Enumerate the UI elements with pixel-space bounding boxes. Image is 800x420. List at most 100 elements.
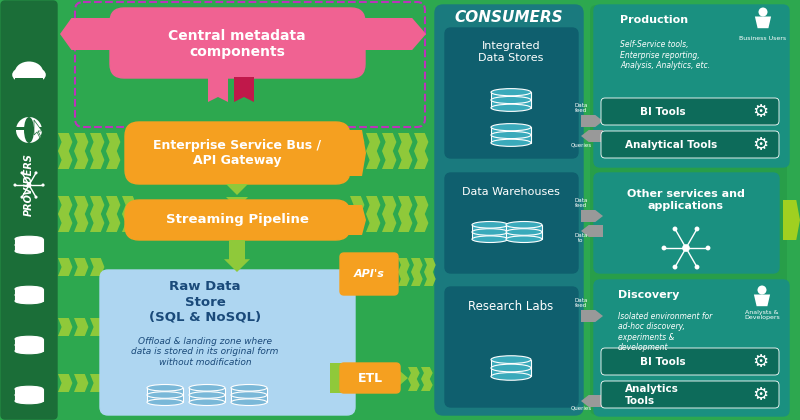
Text: Other services and
applications: Other services and applications (627, 189, 745, 211)
FancyBboxPatch shape (594, 5, 789, 167)
Text: BI Tools: BI Tools (640, 357, 686, 367)
Bar (16, 127, 42, 130)
FancyBboxPatch shape (125, 122, 350, 184)
Ellipse shape (16, 117, 42, 143)
Ellipse shape (15, 348, 43, 354)
Ellipse shape (491, 104, 531, 111)
Polygon shape (350, 133, 364, 151)
Polygon shape (581, 225, 603, 237)
Polygon shape (581, 395, 603, 407)
Ellipse shape (706, 246, 710, 250)
Polygon shape (90, 151, 104, 169)
Polygon shape (74, 374, 89, 392)
Ellipse shape (491, 373, 531, 380)
Polygon shape (411, 258, 422, 272)
Ellipse shape (673, 265, 678, 270)
Polygon shape (60, 18, 112, 50)
Ellipse shape (472, 236, 508, 242)
Ellipse shape (15, 298, 43, 304)
Text: Enterprise Service Bus /
API Gateway: Enterprise Service Bus / API Gateway (153, 139, 321, 167)
Polygon shape (398, 258, 410, 272)
Ellipse shape (26, 183, 31, 187)
Polygon shape (106, 133, 121, 151)
Polygon shape (58, 151, 73, 169)
FancyBboxPatch shape (601, 131, 779, 158)
FancyBboxPatch shape (445, 173, 578, 273)
Polygon shape (90, 318, 104, 336)
Text: Data
feed: Data feed (574, 298, 588, 308)
Polygon shape (350, 151, 364, 169)
Text: Discovery: Discovery (618, 290, 679, 300)
Bar (491, 360, 531, 376)
Ellipse shape (472, 229, 508, 235)
Text: ⚙: ⚙ (752, 136, 768, 154)
Polygon shape (224, 240, 250, 272)
Polygon shape (122, 214, 136, 232)
Text: Isolated environment for
ad-hoc discovery,
experiments &
development: Isolated environment for ad-hoc discover… (618, 312, 712, 352)
FancyBboxPatch shape (110, 8, 365, 78)
Ellipse shape (662, 246, 666, 250)
Text: Data
feed: Data feed (574, 197, 588, 208)
Polygon shape (398, 133, 413, 151)
Ellipse shape (15, 292, 43, 298)
Text: Business Users: Business Users (739, 36, 786, 40)
FancyBboxPatch shape (445, 28, 578, 158)
Text: Research Labs: Research Labs (468, 300, 554, 313)
Ellipse shape (491, 89, 531, 96)
Polygon shape (755, 16, 771, 28)
FancyBboxPatch shape (340, 363, 400, 393)
Polygon shape (421, 379, 433, 391)
Text: ⚙: ⚙ (752, 103, 768, 121)
Text: PROVIDERS: PROVIDERS (24, 154, 34, 216)
Polygon shape (581, 130, 603, 142)
Text: Analytical Tools: Analytical Tools (625, 140, 718, 150)
Ellipse shape (15, 398, 43, 404)
Text: Data
to: Data to (574, 233, 588, 244)
Polygon shape (226, 197, 248, 208)
Polygon shape (226, 210, 248, 221)
Polygon shape (122, 196, 136, 214)
Polygon shape (350, 214, 364, 232)
Ellipse shape (682, 244, 690, 252)
Ellipse shape (491, 356, 531, 363)
FancyBboxPatch shape (601, 381, 779, 408)
FancyBboxPatch shape (100, 270, 355, 415)
Text: Analytics
Tools: Analytics Tools (625, 384, 679, 406)
Text: Queries: Queries (570, 142, 591, 147)
Polygon shape (90, 258, 104, 276)
Text: Data Warehouses: Data Warehouses (462, 187, 560, 197)
Polygon shape (58, 318, 73, 336)
Polygon shape (74, 196, 89, 214)
Ellipse shape (231, 392, 267, 398)
Ellipse shape (758, 8, 767, 16)
Ellipse shape (491, 139, 531, 147)
Text: Integrated
Data Stores: Integrated Data Stores (478, 41, 544, 63)
Polygon shape (363, 18, 426, 50)
Polygon shape (58, 258, 73, 276)
Ellipse shape (15, 286, 43, 292)
Polygon shape (226, 184, 248, 195)
Ellipse shape (491, 97, 531, 104)
Polygon shape (350, 196, 364, 214)
Ellipse shape (147, 392, 183, 398)
Polygon shape (581, 115, 603, 127)
Ellipse shape (231, 384, 267, 391)
Polygon shape (74, 133, 89, 151)
Text: Data
feed: Data feed (574, 102, 588, 113)
Ellipse shape (694, 265, 699, 270)
FancyBboxPatch shape (340, 253, 398, 295)
Polygon shape (421, 367, 433, 379)
Bar (15, 78, 43, 86)
Polygon shape (74, 214, 89, 232)
FancyBboxPatch shape (601, 348, 779, 375)
Polygon shape (382, 214, 397, 232)
Text: Production: Production (620, 15, 688, 25)
Ellipse shape (42, 184, 45, 186)
Text: ETL: ETL (358, 372, 382, 384)
Polygon shape (90, 196, 104, 214)
Bar (15, 389, 43, 401)
Ellipse shape (24, 117, 34, 143)
Polygon shape (106, 214, 121, 232)
Polygon shape (754, 294, 770, 306)
Polygon shape (348, 205, 366, 235)
